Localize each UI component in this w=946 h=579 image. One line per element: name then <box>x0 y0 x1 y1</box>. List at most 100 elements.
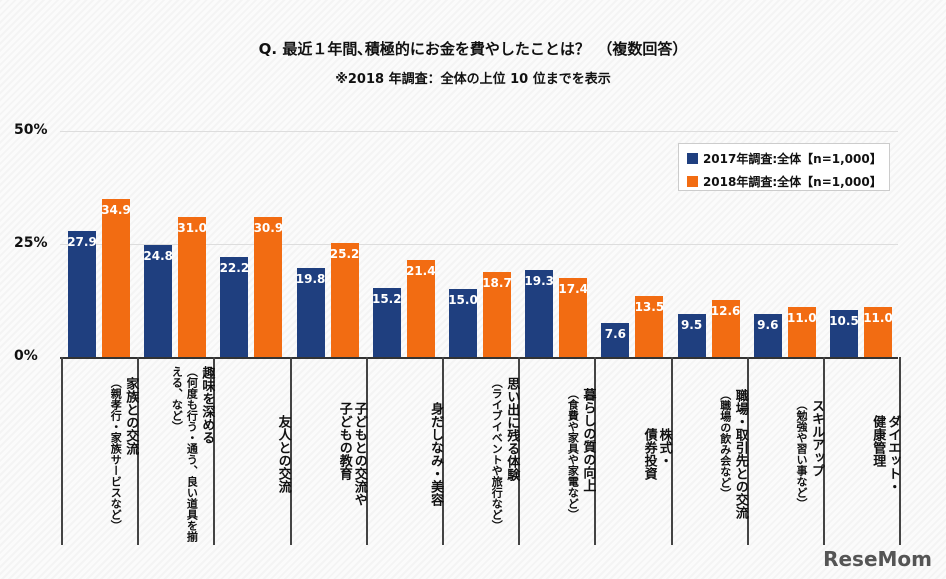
bar-2018 <box>330 243 359 357</box>
legend-label: 2018年調査:全体【n=1,000】 <box>702 175 882 189</box>
chart-subtitle: ※2018 年調査：全体の上位 10 位までを表示 <box>335 72 611 87</box>
y-tick-label: 25% <box>14 235 48 251</box>
legend: 2017年調査:全体【n=1,000】 2018年調査:全体【n=1,000】 <box>678 143 890 191</box>
data-label: 11.0 <box>863 311 893 326</box>
category-separator <box>823 357 825 545</box>
data-label: 12.6 <box>710 304 741 319</box>
category-text: 思い出に残る体験 （ライブイベントや旅行など） <box>489 377 519 531</box>
legend-swatch <box>687 176 698 187</box>
bar-2018 <box>102 199 130 357</box>
data-label: 18.7 <box>482 276 512 291</box>
category-text: 株式・ 債券投資 <box>642 428 672 480</box>
data-label: 11.0 <box>786 311 817 326</box>
data-label: 15.0 <box>448 293 478 308</box>
category-sub: （ライブイベントや旅行など） <box>490 377 504 531</box>
category-separator <box>213 357 216 545</box>
legend-item-2017: 2017年調査:全体【n=1,000】 <box>687 150 882 167</box>
category-main: 家族との交流 <box>123 377 139 455</box>
bar-2017 <box>220 256 249 357</box>
category-main: 健康管理 <box>870 415 886 467</box>
chart-title: Q. 最近１年間､積極的にお金を費やしたことは？ （複数回答） <box>258 40 688 58</box>
data-label: 22.2 <box>219 260 250 275</box>
bar-2017 <box>296 267 325 357</box>
category-sub: （食費や家具や家電など） <box>566 388 580 520</box>
category-main: 思い出に残る体験 <box>504 377 520 481</box>
data-label: 19.8 <box>295 271 326 286</box>
category-label: 暮らしの質の向上 （食費や家具や家電など） <box>519 366 595 542</box>
data-label: 21.4 <box>405 264 436 279</box>
y-tick-label: 50% <box>14 122 48 138</box>
category-main: 暮らしの質の向上 <box>580 388 596 492</box>
y-tick-label: 0% <box>14 348 38 364</box>
category-text: 職場・取引先との交流 （職場の飲み会など） <box>718 389 748 519</box>
data-label: 9.6 <box>757 317 779 332</box>
category-main: 債券投資 <box>641 428 657 480</box>
data-label: 13.5 <box>634 299 665 314</box>
category-main: 身だしなみ・美容 <box>427 402 443 506</box>
category-main: 趣味を深める <box>199 366 215 444</box>
category-main: 子どもの教育 <box>336 402 352 480</box>
category-text: スキルアップ （勉強や習い事など） <box>794 399 824 509</box>
bar-2018 <box>254 217 283 357</box>
category-text: ダイエット・ 健康管理 <box>870 415 900 493</box>
category-separator <box>61 357 63 545</box>
category-label: 家族との交流 （親孝行・家族サービスなど） <box>62 366 138 542</box>
data-label: 30.9 <box>253 221 284 236</box>
category-text: 子どもとの交流や 子どもの教育 <box>337 402 367 506</box>
legend-item-2018: 2018年調査:全体【n=1,000】 <box>687 173 882 190</box>
category-sub: （何度も行う・通う、良い道具を揃える、など） <box>170 366 199 542</box>
category-main: 友人との交流 <box>275 415 291 493</box>
data-label: 24.8 <box>143 248 173 263</box>
category-main: ダイエット・ <box>885 415 901 493</box>
bar-2018 <box>711 300 740 357</box>
bar-2017 <box>68 230 96 357</box>
category-main: 子どもとの交流や <box>351 402 367 506</box>
category-label: 子どもとの交流や 子どもの教育 <box>291 366 367 542</box>
category-main: 職場・取引先との交流 <box>732 389 748 519</box>
bar-2018 <box>406 260 435 357</box>
category-label: スキルアップ （勉強や習い事など） <box>748 366 824 542</box>
legend-swatch <box>687 153 698 164</box>
category-label: 身だしなみ・美容 <box>367 366 443 542</box>
category-separator <box>670 357 673 545</box>
bar-2018 <box>787 307 816 357</box>
category-label: 友人との交流 <box>214 366 291 542</box>
data-label: 10.5 <box>829 313 859 328</box>
category-sub: （勉強や習い事など） <box>794 399 808 509</box>
bar-2017 <box>677 314 706 357</box>
category-main: 株式・ <box>656 428 672 467</box>
bar-2018 <box>864 307 892 357</box>
bar-2017 <box>144 244 173 357</box>
category-separator <box>137 357 140 545</box>
category-label: ダイエット・ 健康管理 <box>824 366 900 542</box>
data-label: 31.0 <box>177 220 207 235</box>
data-label: 19.3 <box>524 273 554 288</box>
bar-2018 <box>635 295 664 357</box>
data-label: 7.6 <box>604 326 627 341</box>
category-label: 株式・ 債券投資 <box>595 366 672 542</box>
data-label: 17.4 <box>558 282 588 297</box>
category-text: 暮らしの質の向上 （食費や家具や家電など） <box>565 388 595 520</box>
legend-label: 2017年調査:全体【n=1,000】 <box>702 152 882 166</box>
gridline <box>60 131 898 132</box>
data-label: 34.9 <box>101 203 131 218</box>
data-label: 27.9 <box>67 234 97 249</box>
category-text: 家族との交流 （親孝行・家族サービスなど） <box>108 377 138 531</box>
data-label: 9.5 <box>680 318 703 333</box>
category-label: 趣味を深める （何度も行う・通う、良い道具を揃える、など） <box>138 366 214 542</box>
category-separator <box>289 357 292 545</box>
gridline <box>60 244 898 245</box>
category-separator <box>442 357 444 545</box>
category-separator <box>594 357 597 545</box>
category-text: 身だしなみ・美容 <box>428 402 443 506</box>
category-separator <box>518 357 521 545</box>
data-label: 25.2 <box>329 247 360 262</box>
bar-2018 <box>483 272 511 357</box>
bar-2017 <box>372 288 401 357</box>
category-sub: （親孝行・家族サービスなど） <box>109 377 123 531</box>
bar-2018 <box>178 216 207 357</box>
category-separator <box>899 357 902 545</box>
category-label: 思い出に残る体験 （ライブイベントや旅行など） <box>443 366 519 542</box>
x-axis <box>60 357 898 359</box>
category-label: 職場・取引先との交流 （職場の飲み会など） <box>672 366 748 542</box>
